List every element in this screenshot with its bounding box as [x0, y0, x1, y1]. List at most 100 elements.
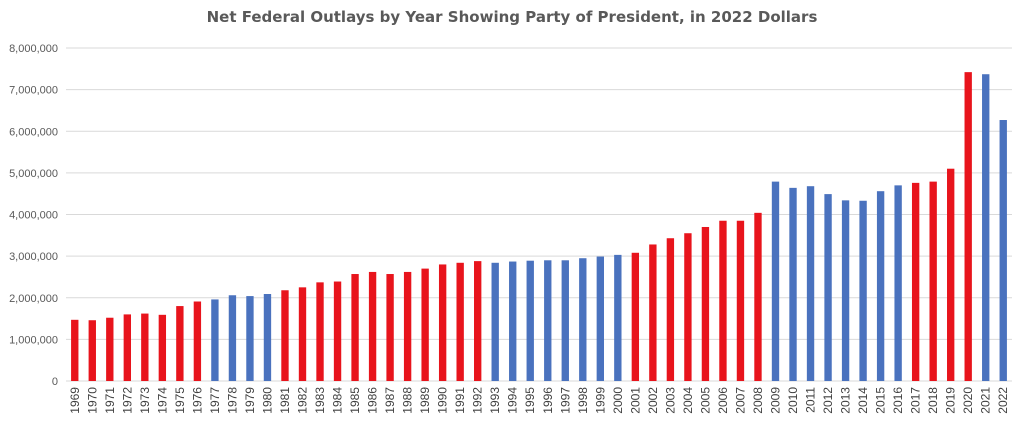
- x-tick-label: 2012: [821, 387, 835, 414]
- x-tick-label: 1976: [190, 387, 204, 414]
- x-tick-label: 2010: [786, 387, 800, 414]
- bar-1971: [106, 317, 114, 381]
- x-tick-label: 1992: [471, 387, 485, 414]
- y-tick-label: 2,000,000: [9, 293, 58, 305]
- x-tick-label: 1969: [68, 387, 82, 414]
- x-tick-label: 2002: [646, 387, 660, 414]
- bar-1985: [351, 274, 359, 381]
- x-tick-label: 1975: [173, 387, 187, 414]
- bar-1975: [176, 306, 184, 381]
- x-tick-label: 2014: [856, 387, 870, 414]
- x-tick-label: 2008: [751, 387, 765, 414]
- bar-1997: [561, 260, 569, 381]
- bar-1995: [526, 260, 534, 381]
- y-tick-label: 3,000,000: [9, 251, 58, 263]
- x-tick-label: 1986: [366, 387, 380, 414]
- x-tick-label: 1979: [243, 387, 257, 414]
- y-tick-label: 8,000,000: [9, 43, 58, 55]
- x-tick-label: 2004: [681, 387, 695, 414]
- x-tick-label: 2006: [716, 387, 730, 414]
- bar-2009: [771, 181, 780, 381]
- bar-2006: [719, 220, 727, 381]
- bar-1969: [71, 319, 79, 381]
- x-tick-label: 1985: [348, 387, 362, 414]
- y-tick-label: 0: [52, 376, 58, 388]
- bar-1998: [579, 258, 587, 381]
- bar-2002: [649, 244, 657, 381]
- bar-1986: [368, 271, 377, 381]
- bar-1984: [333, 281, 342, 381]
- bar-2014: [859, 200, 867, 381]
- bar-2010: [789, 187, 797, 381]
- bar-1999: [596, 256, 604, 381]
- bar-2003: [666, 238, 675, 381]
- bar-1991: [456, 262, 464, 381]
- x-tick-label: 1970: [85, 387, 99, 414]
- bar-1987: [386, 274, 394, 381]
- x-tick-label: 2020: [961, 387, 975, 414]
- bar-1982: [298, 287, 307, 381]
- y-tick-label: 7,000,000: [9, 85, 58, 97]
- x-tick-label: 1973: [138, 387, 152, 414]
- x-tick-label: 1987: [383, 387, 397, 414]
- bar-2008: [754, 212, 762, 381]
- x-tick-label: 1988: [401, 387, 415, 414]
- x-tick-label: 1980: [260, 387, 274, 414]
- x-tick-label: 1981: [278, 387, 292, 414]
- bar-1972: [123, 314, 131, 381]
- x-tick-label: 1998: [576, 387, 590, 414]
- x-tick-label: 1996: [541, 387, 555, 414]
- bar-1979: [246, 296, 254, 381]
- x-tick-label: 1990: [436, 387, 450, 414]
- x-tick-label: 2009: [769, 387, 783, 414]
- x-tick-label: 1994: [506, 387, 520, 414]
- x-tick-label: 2007: [733, 387, 747, 414]
- x-tick-label: 2000: [611, 387, 625, 414]
- bar-2018: [929, 181, 937, 381]
- x-tick-label: 2017: [909, 387, 923, 414]
- x-tick-label: 2019: [944, 387, 958, 414]
- bar-2001: [631, 252, 640, 381]
- x-tick-label: 2001: [628, 387, 642, 414]
- bar-2021: [982, 74, 990, 381]
- bar-1983: [316, 282, 324, 381]
- bar-2004: [684, 233, 692, 381]
- bar-2020: [964, 72, 972, 381]
- x-tick-label: 1989: [418, 387, 432, 414]
- x-tick-label: 2015: [874, 387, 888, 414]
- x-tick-label: 2022: [996, 387, 1010, 414]
- bar-1992: [474, 261, 482, 381]
- x-tick-label: 1997: [558, 387, 572, 414]
- bar-1993: [491, 262, 499, 381]
- bar-1970: [88, 320, 96, 381]
- x-tick-label: 1991: [453, 387, 467, 414]
- bar-2013: [841, 200, 850, 381]
- bar-2005: [701, 226, 710, 381]
- x-tick-label: 1984: [331, 387, 345, 414]
- bar-1994: [509, 261, 517, 381]
- x-tick-label: 1983: [313, 387, 327, 414]
- x-tick-label: 2003: [663, 387, 677, 414]
- y-tick-label: 4,000,000: [9, 210, 58, 222]
- bar-2007: [736, 220, 745, 381]
- bar-1981: [281, 290, 289, 381]
- x-tick-label: 2018: [926, 387, 940, 414]
- bar-2011: [806, 186, 815, 381]
- x-tick-label: 2021: [979, 387, 993, 414]
- bar-2022: [999, 120, 1007, 381]
- x-tick-label: 1982: [296, 387, 310, 414]
- bar-2015: [876, 191, 885, 381]
- x-tick-label: 1971: [103, 387, 117, 414]
- x-tick-label: 1995: [523, 387, 537, 414]
- bar-1989: [421, 268, 429, 381]
- bar-2017: [911, 182, 920, 381]
- bar-1988: [403, 271, 412, 381]
- bar-1976: [193, 301, 202, 381]
- x-tick-label: 1993: [488, 387, 502, 414]
- bar-1977: [211, 299, 219, 381]
- chart-title: Net Federal Outlays by Year Showing Part…: [206, 8, 818, 26]
- x-tick-label: 2016: [891, 387, 905, 414]
- y-tick-label: 1,000,000: [9, 334, 58, 346]
- bar-2019: [947, 168, 955, 381]
